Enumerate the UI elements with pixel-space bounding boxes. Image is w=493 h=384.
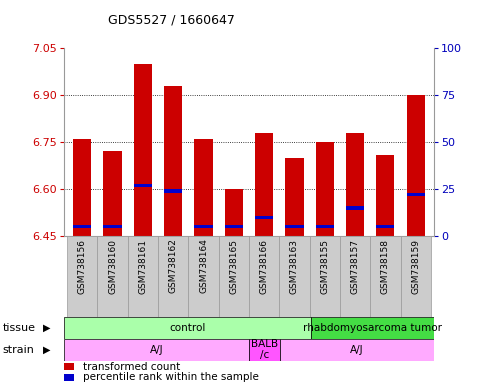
Bar (340, 236, 370, 317)
Text: GSM738165: GSM738165 (229, 238, 238, 294)
Text: ▶: ▶ (43, 344, 50, 355)
Bar (104, 225, 122, 228)
Text: transformed count: transformed count (83, 362, 180, 372)
Bar (249, 236, 279, 317)
Bar (311, 317, 434, 339)
Bar (219, 236, 249, 317)
Bar (158, 236, 188, 317)
Bar (188, 236, 219, 317)
Bar (164, 189, 182, 193)
Text: strain: strain (2, 344, 35, 355)
Bar (225, 225, 243, 228)
Bar (407, 95, 425, 236)
Bar (194, 225, 212, 228)
Bar (134, 184, 152, 187)
Bar (164, 86, 182, 236)
Text: GSM738158: GSM738158 (381, 238, 390, 294)
Bar (346, 206, 364, 210)
Bar (128, 236, 158, 317)
Text: tissue: tissue (2, 323, 35, 333)
Text: rhabdomyosarcoma tumor: rhabdomyosarcoma tumor (303, 323, 442, 333)
Bar (104, 152, 122, 236)
Bar (285, 158, 304, 236)
Text: GSM738160: GSM738160 (108, 238, 117, 294)
Text: percentile rank within the sample: percentile rank within the sample (83, 372, 258, 382)
Text: BALB
/c: BALB /c (251, 339, 278, 361)
Text: ▶: ▶ (43, 323, 50, 333)
Bar (346, 133, 364, 236)
Bar (134, 64, 152, 236)
Text: GDS5527 / 1660647: GDS5527 / 1660647 (108, 13, 235, 26)
Text: GSM738159: GSM738159 (411, 238, 420, 294)
Bar (316, 142, 334, 236)
Bar (64, 339, 249, 361)
Bar (255, 216, 273, 219)
Bar (370, 236, 400, 317)
Bar (400, 236, 431, 317)
Bar (73, 225, 91, 228)
Bar (64, 374, 74, 381)
Bar (98, 236, 128, 317)
Bar (279, 236, 310, 317)
Text: GSM738162: GSM738162 (169, 238, 177, 293)
Bar (280, 339, 434, 361)
Bar (285, 225, 304, 228)
Bar (73, 139, 91, 236)
Bar (64, 363, 74, 371)
Bar (407, 193, 425, 197)
Text: GSM738166: GSM738166 (260, 238, 269, 294)
Bar (255, 133, 273, 236)
Bar (376, 155, 394, 236)
Bar (64, 317, 311, 339)
Text: A/J: A/J (350, 344, 364, 355)
Text: GSM738156: GSM738156 (78, 238, 87, 294)
Bar (376, 225, 394, 228)
Bar (194, 139, 212, 236)
Text: GSM738164: GSM738164 (199, 238, 208, 293)
Bar (310, 236, 340, 317)
Bar (249, 339, 280, 361)
Bar (67, 236, 98, 317)
Text: A/J: A/J (150, 344, 163, 355)
Text: GSM738157: GSM738157 (351, 238, 359, 294)
Text: GSM738155: GSM738155 (320, 238, 329, 294)
Text: control: control (169, 323, 206, 333)
Bar (316, 225, 334, 228)
Bar (225, 189, 243, 236)
Text: GSM738163: GSM738163 (290, 238, 299, 294)
Text: GSM738161: GSM738161 (139, 238, 147, 294)
